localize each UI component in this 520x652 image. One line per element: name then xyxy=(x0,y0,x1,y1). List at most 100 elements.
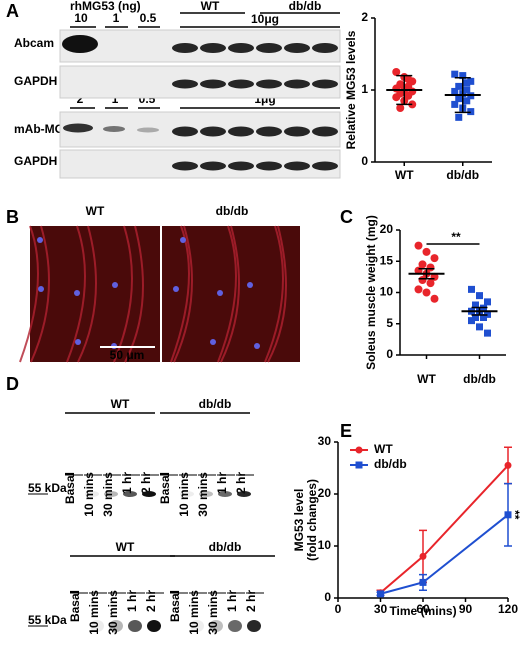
x-tick-label: 60 xyxy=(416,602,430,616)
blot-band xyxy=(172,79,198,89)
blot-band xyxy=(256,79,282,89)
data-point xyxy=(484,329,491,337)
data-point xyxy=(430,254,439,263)
blot-band xyxy=(63,123,93,133)
legend-marker xyxy=(355,461,363,469)
data-point xyxy=(418,276,427,284)
blot-band xyxy=(200,126,226,137)
group-label: WT xyxy=(111,397,130,411)
data-point xyxy=(455,82,463,90)
panel-label: E xyxy=(340,421,352,441)
significance: ** xyxy=(451,230,461,244)
y-tick-label: 0 xyxy=(324,590,331,604)
nucleus xyxy=(254,343,260,349)
error-bar xyxy=(418,268,435,280)
y-tick-label: 10 xyxy=(380,285,394,299)
x-tick-label: WT xyxy=(395,168,414,182)
blot-band xyxy=(209,620,223,632)
blot-band xyxy=(90,620,104,632)
data-point xyxy=(419,578,427,586)
significance: ** xyxy=(508,510,520,520)
nucleus xyxy=(74,290,80,296)
amount-label: 0.5 xyxy=(140,11,157,25)
group-label: db/db xyxy=(199,397,232,411)
y-tick-label: 20 xyxy=(318,486,332,500)
data-point xyxy=(451,87,459,95)
nucleus xyxy=(75,339,81,345)
y-tick-label: 2 xyxy=(361,10,368,24)
lane-label: Basal xyxy=(68,590,82,622)
lane-label: 10 mins xyxy=(82,472,96,517)
cell-border xyxy=(173,225,193,363)
data-point xyxy=(392,93,401,102)
series-line xyxy=(380,514,509,595)
nucleus xyxy=(247,282,253,288)
blot-band xyxy=(109,620,123,632)
blot-band xyxy=(256,43,282,53)
data-point xyxy=(504,461,512,469)
group-label: WT xyxy=(201,0,220,13)
blot-band xyxy=(172,161,198,171)
group-label: db/db xyxy=(289,0,322,13)
y-tick-label: 1 xyxy=(361,82,368,96)
group-label: WT xyxy=(116,540,135,554)
data-point xyxy=(451,100,459,108)
amount-label: 1 xyxy=(112,92,119,106)
x-tick-label: 120 xyxy=(498,602,518,616)
blot-band xyxy=(104,491,118,497)
blot-band xyxy=(199,491,213,497)
data-point xyxy=(418,260,427,269)
y-tick-label: 10 xyxy=(318,538,332,552)
nucleus xyxy=(210,339,216,345)
image-title: WT xyxy=(86,204,105,218)
panel-label: D xyxy=(6,374,19,394)
blot-band xyxy=(147,620,161,632)
lane-label: 2 hr xyxy=(234,472,248,494)
cell-border xyxy=(77,225,97,363)
blot-band xyxy=(256,161,282,171)
lane-label: Basal xyxy=(168,590,182,622)
error-bar xyxy=(471,306,488,316)
error-bar xyxy=(396,74,413,106)
blot-band xyxy=(228,126,254,137)
blot-band xyxy=(180,491,194,497)
lane-label: 1 hr xyxy=(120,472,134,494)
blot-band xyxy=(172,126,198,137)
amount-label: 1 xyxy=(113,11,120,25)
nucleus xyxy=(173,286,179,292)
blot-band xyxy=(228,43,254,53)
data-point xyxy=(459,72,467,80)
y-axis-label: Relative MG53 levels xyxy=(344,30,358,149)
data-point xyxy=(377,590,384,598)
cell-border xyxy=(220,225,240,363)
data-point xyxy=(468,317,475,325)
data-point xyxy=(419,552,427,560)
x-tick-label: db/db xyxy=(446,168,479,182)
data-point xyxy=(396,104,405,112)
y-axis-label: MG53 level xyxy=(292,489,306,552)
y-tick-label: 0 xyxy=(361,154,368,168)
lane-label: 1 hr xyxy=(125,590,139,612)
y-tick-label: 20 xyxy=(380,222,394,236)
load-label: 10μg xyxy=(251,12,279,26)
blot-band xyxy=(123,491,137,497)
data-point xyxy=(463,97,471,105)
lane-label: 2 hr xyxy=(244,590,258,612)
x-tick-label: WT xyxy=(417,372,436,386)
y-axis-label: Soleus muscle weight (mg) xyxy=(364,215,378,370)
blot-band xyxy=(312,126,338,137)
data-point xyxy=(392,68,401,76)
blot-band xyxy=(228,79,254,89)
legend-label: WT xyxy=(374,442,393,456)
blot-band xyxy=(172,43,198,53)
nucleus xyxy=(37,237,43,243)
panel-label: C xyxy=(340,207,353,227)
x-tick-label: 90 xyxy=(459,602,473,616)
legend-label: db/db xyxy=(374,457,407,471)
lane-label: 2 hr xyxy=(144,590,158,612)
blot-band xyxy=(128,620,142,632)
data-point xyxy=(476,292,483,300)
blot-title: rhMG53 (ng) xyxy=(70,0,141,13)
blot-band xyxy=(312,161,338,171)
scale-bar-label: 50 μm xyxy=(110,348,145,362)
